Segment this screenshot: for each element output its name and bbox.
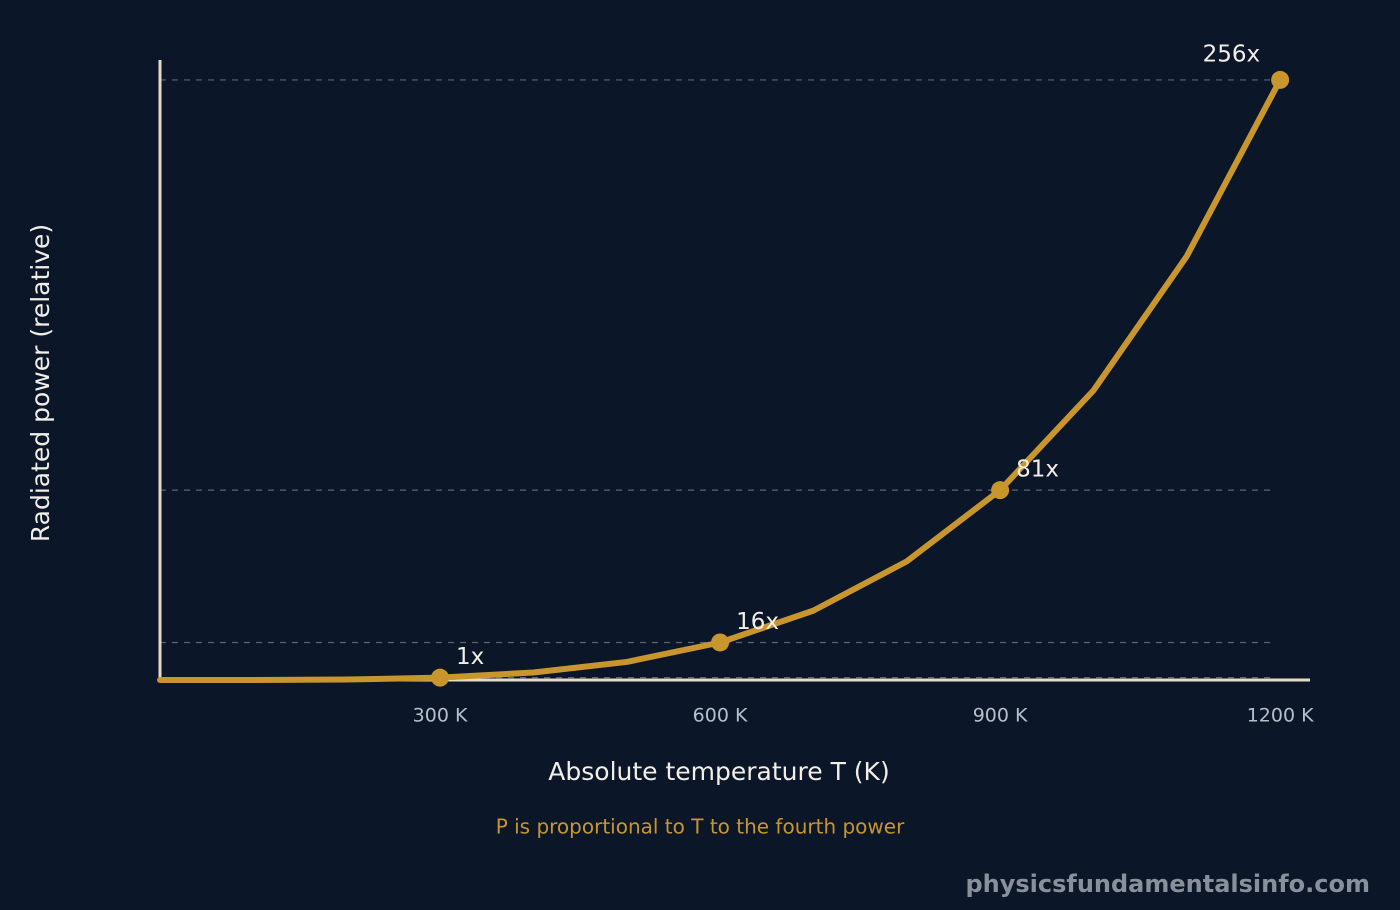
marker bbox=[991, 481, 1010, 500]
watermark: physicsfundamentalsinfo.com bbox=[965, 870, 1370, 898]
y-axis-label: Radiated power (relative) bbox=[26, 224, 55, 542]
data-label: 81x bbox=[1016, 457, 1059, 483]
marker bbox=[431, 668, 450, 687]
marker bbox=[1271, 70, 1290, 89]
data-label: 16x bbox=[736, 609, 779, 635]
data-label: 1x bbox=[456, 644, 484, 670]
data-label: 256x bbox=[1203, 41, 1261, 67]
subtitle: P is proportional to T to the fourth pow… bbox=[496, 815, 905, 839]
marker bbox=[711, 633, 730, 652]
x-axis-label: Absolute temperature T (K) bbox=[548, 757, 889, 786]
x-tick-label: 600 K bbox=[693, 705, 748, 727]
x-tick-label: 900 K bbox=[973, 705, 1028, 727]
x-tick-label: 300 K bbox=[413, 705, 468, 727]
x-tick-label: 1200 K bbox=[1247, 705, 1314, 727]
